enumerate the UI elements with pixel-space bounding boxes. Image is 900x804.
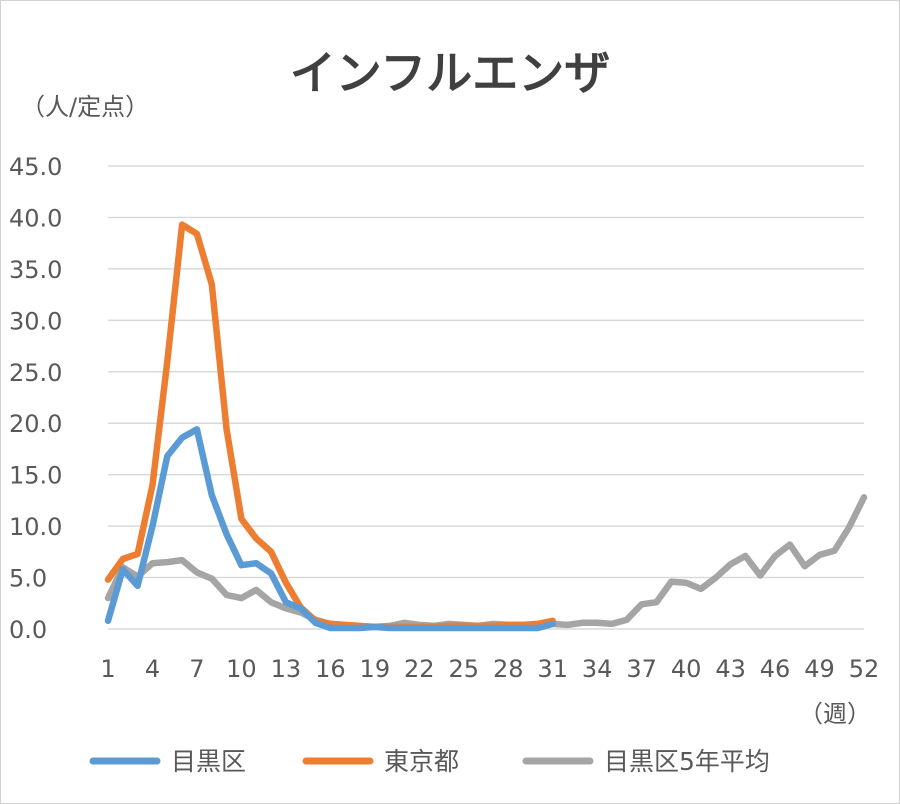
y-tick-label: 0.0 <box>9 616 47 644</box>
legend-label: 東京都 <box>384 747 459 776</box>
series-line-0 <box>104 426 556 632</box>
series-lines <box>104 221 868 632</box>
y-tick-label: 30.0 <box>9 307 62 335</box>
x-tick-label: 19 <box>360 655 391 683</box>
x-tick-label: 40 <box>671 655 702 683</box>
x-tick-label: 34 <box>582 655 613 683</box>
y-tick-label: 20.0 <box>9 410 62 438</box>
y-tick-label: 25.0 <box>9 359 62 387</box>
y-tick-label: 15.0 <box>9 462 62 490</box>
x-tick-label: 16 <box>315 655 346 683</box>
y-tick-label: 5.0 <box>9 565 47 593</box>
x-tick-label: 4 <box>145 655 160 683</box>
x-tick-label: 7 <box>189 655 204 683</box>
y-axis-unit-label: （人/定点） <box>21 93 149 121</box>
x-tick-label: 46 <box>760 655 791 683</box>
x-tick-label: 43 <box>715 655 746 683</box>
x-tick-label: 25 <box>448 655 479 683</box>
legend-label: 目黒区 <box>171 747 246 776</box>
legend: 目黒区 東京都 目黒区5年平均 <box>89 747 770 776</box>
x-tick-label: 13 <box>271 655 302 683</box>
x-tick-label: 22 <box>404 655 435 683</box>
x-axis-ticks: 1 4 7 10 13 16 19 22 25 28 31 34 37 40 43 46 49 52 <box>100 655 879 683</box>
x-tick-label: 1 <box>100 655 115 683</box>
y-axis-ticks: 0.0 5.0 10.0 15.0 20.0 25.0 30.0 35.0 40.0 45.0 <box>9 153 62 644</box>
x-axis-unit-label: （週） <box>799 700 871 728</box>
y-tick-label: 40.0 <box>9 204 62 232</box>
x-tick-label: 28 <box>493 655 524 683</box>
x-tick-label: 31 <box>537 655 568 683</box>
y-tick-label: 35.0 <box>9 256 62 284</box>
y-tick-label: 10.0 <box>9 513 62 541</box>
y-tick-label: 45.0 <box>9 153 62 181</box>
legend-label: 目黒区5年平均 <box>604 747 770 776</box>
x-tick-label: 52 <box>849 655 880 683</box>
x-tick-label: 37 <box>626 655 657 683</box>
chart-title: インフルエンザ <box>290 46 611 100</box>
x-tick-label: 49 <box>804 655 835 683</box>
series-line-1 <box>104 221 556 631</box>
x-tick-label: 10 <box>226 655 257 683</box>
